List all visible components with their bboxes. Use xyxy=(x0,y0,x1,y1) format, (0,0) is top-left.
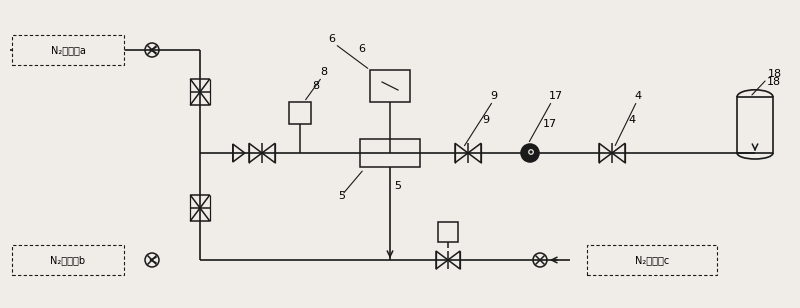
Text: 9: 9 xyxy=(482,115,490,125)
Text: 17: 17 xyxy=(543,119,557,129)
Text: 9: 9 xyxy=(490,91,497,101)
Text: 6: 6 xyxy=(358,44,366,54)
Bar xyxy=(360,139,420,167)
Bar xyxy=(737,97,773,153)
Text: 6: 6 xyxy=(328,34,335,44)
Bar xyxy=(289,102,311,124)
Text: 5: 5 xyxy=(394,181,402,191)
Bar xyxy=(370,70,410,102)
Text: N₂接入点a: N₂接入点a xyxy=(50,45,86,55)
Text: 18: 18 xyxy=(767,77,781,87)
Bar xyxy=(12,35,124,65)
Circle shape xyxy=(521,144,539,162)
Text: 4: 4 xyxy=(634,91,641,101)
Text: 8: 8 xyxy=(313,81,319,91)
Text: 17: 17 xyxy=(549,91,563,101)
Text: N₂接入点b: N₂接入点b xyxy=(50,255,86,265)
Text: 4: 4 xyxy=(629,115,635,125)
Bar xyxy=(587,245,717,275)
Text: 5: 5 xyxy=(338,191,345,201)
Bar xyxy=(12,245,124,275)
Text: 8: 8 xyxy=(320,67,327,77)
Text: N₂接入点c: N₂接入点c xyxy=(635,255,669,265)
Bar xyxy=(438,222,458,242)
Text: 18: 18 xyxy=(768,69,782,79)
